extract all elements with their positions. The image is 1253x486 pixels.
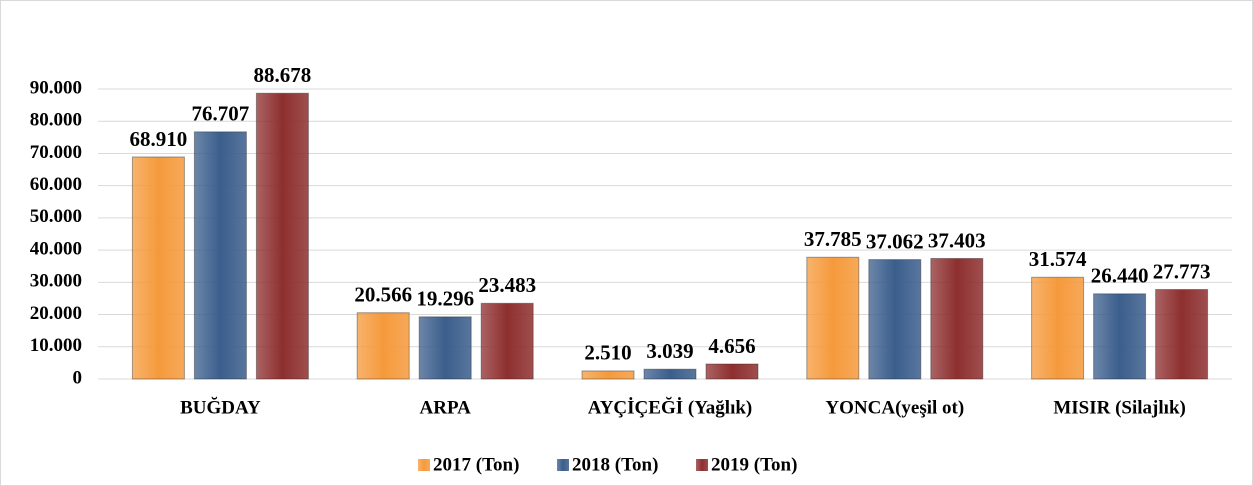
bar xyxy=(581,370,635,380)
value-label: 19.296 xyxy=(416,287,474,311)
y-tick-label: 90.000 xyxy=(30,77,82,98)
bar xyxy=(193,131,247,380)
bar xyxy=(356,312,410,380)
value-label: 23.483 xyxy=(478,273,536,297)
bar xyxy=(868,259,922,380)
legend-label: 2018 (Ton) xyxy=(572,454,658,475)
value-label: 31.574 xyxy=(1029,247,1087,271)
legend-swatch xyxy=(418,459,430,471)
x-tick-label: AYÇİÇEĞİ (Yağlık) xyxy=(588,396,753,418)
x-tick-label: ARPA xyxy=(420,397,472,418)
y-tick-label: 60.000 xyxy=(30,174,82,195)
bar xyxy=(643,368,697,380)
legend-swatch xyxy=(696,459,708,471)
legend-label: 2017 (Ton) xyxy=(433,454,519,475)
value-label: 37.062 xyxy=(866,229,924,253)
value-label: 4.656 xyxy=(708,334,755,358)
x-tick-label: BUĞDAY xyxy=(180,396,261,418)
y-tick-label: 0 xyxy=(73,367,83,388)
y-tick-label: 20.000 xyxy=(30,303,82,324)
y-tick-label: 80.000 xyxy=(30,110,82,131)
bar xyxy=(1155,289,1209,380)
y-tick-label: 30.000 xyxy=(30,271,82,292)
x-tick-label: YONCA(yeşil ot) xyxy=(825,397,964,418)
bar xyxy=(418,316,472,380)
value-label: 2.510 xyxy=(584,341,631,365)
legend-swatch xyxy=(557,459,569,471)
bar xyxy=(1093,293,1147,380)
value-label: 27.773 xyxy=(1153,259,1211,283)
bar xyxy=(806,256,860,380)
value-label: 37.403 xyxy=(928,228,986,252)
value-label: 3.039 xyxy=(646,339,693,363)
y-tick-label: 40.000 xyxy=(30,238,82,259)
y-tick-label: 70.000 xyxy=(30,142,82,163)
value-label: 68.910 xyxy=(130,127,188,151)
value-label: 76.707 xyxy=(192,102,250,126)
bar xyxy=(480,302,534,380)
bar xyxy=(705,363,759,380)
bar xyxy=(131,156,185,380)
legend-label: 2019 (Ton) xyxy=(711,454,797,475)
value-label: 20.566 xyxy=(354,283,412,307)
bar xyxy=(930,257,984,380)
y-tick-label: 10.000 xyxy=(30,335,82,356)
y-tick-label: 50.000 xyxy=(30,206,82,227)
x-tick-label: MISIR (Silajlık) xyxy=(1053,397,1186,418)
bar xyxy=(255,92,309,380)
value-label: 37.785 xyxy=(804,227,862,251)
value-label: 88.678 xyxy=(254,63,312,87)
bar xyxy=(1031,276,1085,380)
value-label: 26.440 xyxy=(1091,264,1149,288)
